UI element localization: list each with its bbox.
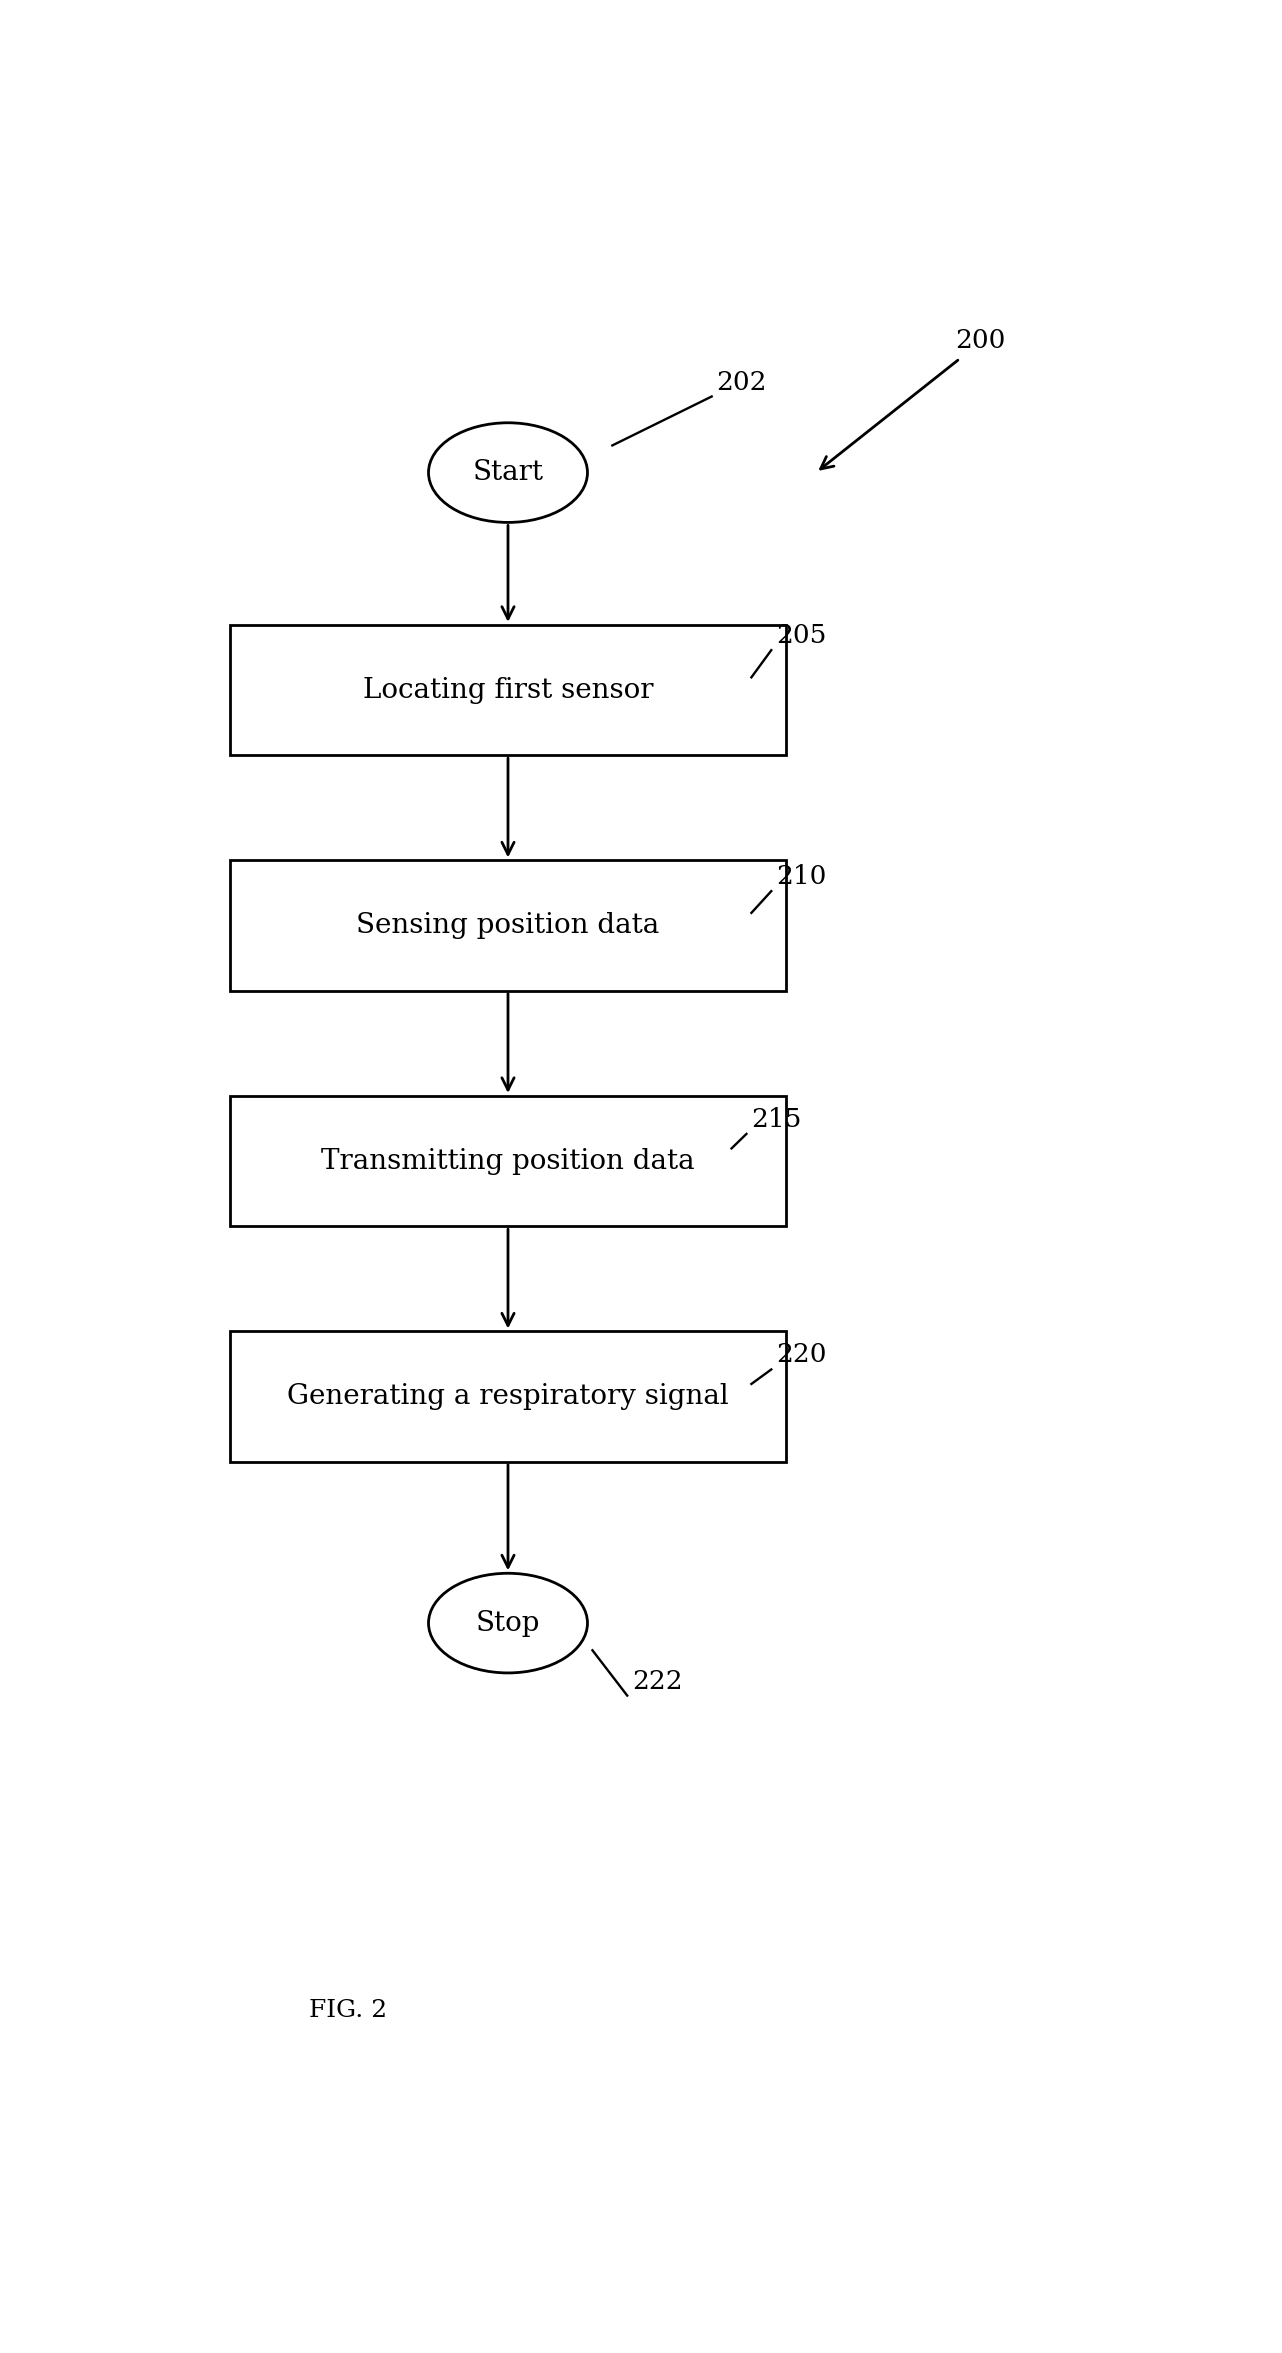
Text: 220: 220 xyxy=(777,1344,827,1367)
Text: Transmitting position data: Transmitting position data xyxy=(322,1148,695,1174)
Text: FIG. 2: FIG. 2 xyxy=(309,1998,387,2021)
Text: 215: 215 xyxy=(751,1106,801,1132)
Text: Start: Start xyxy=(473,459,544,487)
Text: Locating first sensor: Locating first sensor xyxy=(363,678,654,704)
Bar xyxy=(229,1332,786,1461)
Bar xyxy=(229,1096,786,1226)
Text: 205: 205 xyxy=(777,624,827,647)
Text: 222: 222 xyxy=(632,1668,683,1694)
Text: 202: 202 xyxy=(717,369,767,395)
Text: 210: 210 xyxy=(777,864,827,889)
Text: 200: 200 xyxy=(955,327,1005,353)
Text: Stop: Stop xyxy=(476,1609,540,1638)
Text: Sensing position data: Sensing position data xyxy=(356,913,660,939)
Text: Generating a respiratory signal: Generating a respiratory signal xyxy=(287,1384,729,1409)
Bar xyxy=(229,626,786,755)
Bar xyxy=(229,861,786,991)
